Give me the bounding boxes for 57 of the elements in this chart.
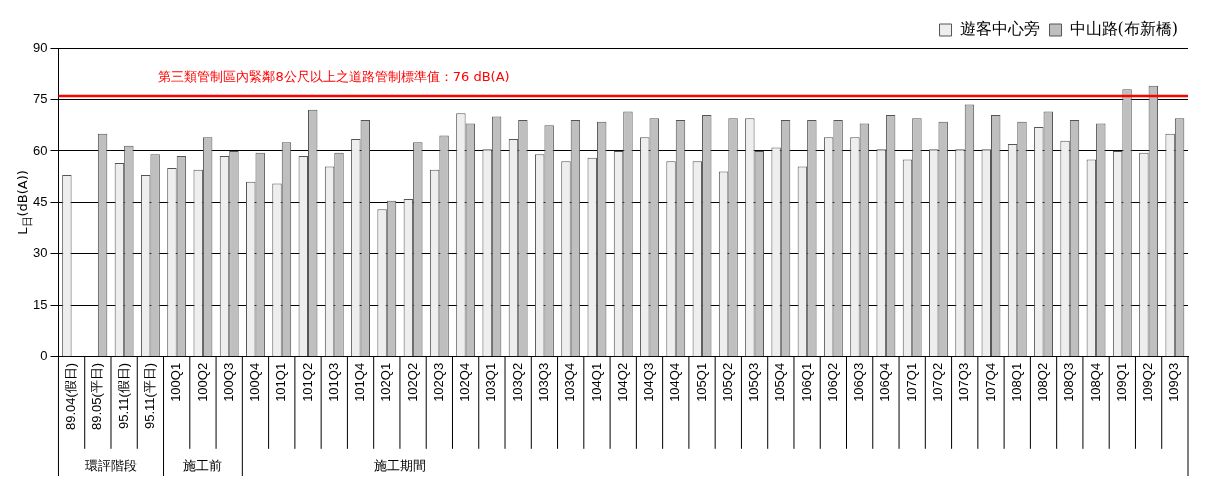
y-tick-label: 60 xyxy=(32,142,48,158)
x-tick-label: 105Q3 xyxy=(746,362,762,402)
x-tick-label: 108Q2 xyxy=(1035,362,1051,402)
x-tick-label: 107Q1 xyxy=(903,362,919,402)
x-tick-label: 108Q4 xyxy=(1087,362,1103,402)
x-tick-label: 108Q1 xyxy=(1008,362,1024,402)
x-tick-label: 101Q4 xyxy=(352,362,368,402)
y-axis-title: L日(dB(A)) xyxy=(15,170,34,235)
x-tick-label: 102Q3 xyxy=(430,362,446,402)
x-tick-label: 102Q1 xyxy=(378,362,394,402)
x-tick-label: 107Q2 xyxy=(930,362,946,402)
legend-label: 中山路(布新橋) xyxy=(1069,19,1178,39)
x-tick-label: 106Q1 xyxy=(798,362,814,402)
x-tick-label: 104Q1 xyxy=(588,362,604,402)
x-tick-label: 89.04(假日) xyxy=(63,362,79,431)
x-tick-label: 103Q3 xyxy=(536,362,551,402)
x-tick-label: 105Q1 xyxy=(693,362,709,402)
x-tick-label: 102Q4 xyxy=(457,362,473,402)
x-tick-label: 100Q2 xyxy=(194,362,210,402)
x-tick-label: 100Q3 xyxy=(220,362,236,402)
x-tick-label: 104Q2 xyxy=(614,362,630,402)
x-tick-label: 103Q2 xyxy=(509,362,525,402)
x-tick-label: 100Q4 xyxy=(247,362,263,402)
x-tick-label: 95.11(平日) xyxy=(141,362,157,430)
x-tick-label: 107Q4 xyxy=(982,362,998,402)
x-tick-label: 106Q3 xyxy=(851,362,867,402)
y-tick-label: 45 xyxy=(32,193,48,209)
x-tick-label: 101Q1 xyxy=(273,362,289,402)
x-tick-label: 109Q3 xyxy=(1166,362,1182,402)
y-tick-label: 75 xyxy=(32,91,48,107)
legend-label: 遊客中心旁 xyxy=(959,19,1040,39)
y-tick-label: 15 xyxy=(32,296,48,312)
x-tick-label: 108Q3 xyxy=(1061,362,1077,402)
ref-line-label: 第三類管制區內緊鄰8公尺以上之道路管制標準值：76 dB(A) xyxy=(158,68,510,84)
y-tick-label: 90 xyxy=(32,39,48,55)
text: 施工期間 xyxy=(373,458,426,474)
x-tick-label: 104Q3 xyxy=(641,362,657,402)
x-tick-label: 109Q2 xyxy=(1140,362,1156,402)
x-tick-label: 102Q2 xyxy=(404,362,420,402)
x-tick-label: 100Q1 xyxy=(168,362,184,402)
y-tick-label: 30 xyxy=(32,245,48,261)
x-tick-label: 105Q2 xyxy=(719,362,735,402)
text: 施工前 xyxy=(183,458,223,474)
x-tick-label: 101Q3 xyxy=(325,362,341,402)
x-tick-label: 105Q4 xyxy=(772,362,788,402)
x-tick-label: 104Q4 xyxy=(667,362,683,402)
x-tick-label: 106Q2 xyxy=(824,362,840,402)
x-tick-label: 89.05(平日) xyxy=(89,362,105,431)
x-tick-label: 101Q2 xyxy=(299,362,315,402)
x-tick-label: 109Q1 xyxy=(1113,362,1129,402)
text: 環評階段 xyxy=(85,458,137,474)
x-tick-label: 103Q1 xyxy=(483,362,499,402)
y-tick-label: 0 xyxy=(40,348,48,364)
x-tick-label: 106Q4 xyxy=(877,362,893,402)
x-tick-label: 103Q4 xyxy=(562,362,578,402)
x-tick-label: 95.11(假日) xyxy=(115,362,131,430)
x-tick-label: 107Q3 xyxy=(956,362,972,402)
